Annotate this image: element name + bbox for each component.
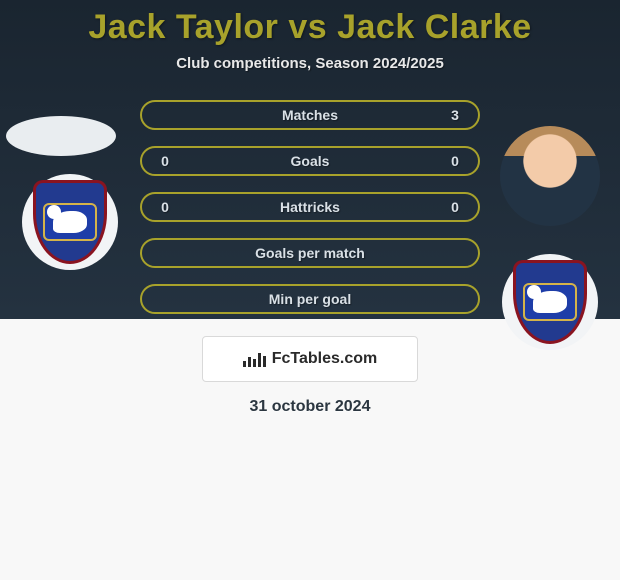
brand-badge[interactable]: FcTables.com [202,336,418,382]
brand-label: FcTables.com [272,350,378,368]
stat-label: Hattricks [174,199,446,215]
stat-left-value: 0 [156,153,174,169]
stat-right-value: 3 [446,107,464,123]
horse-icon [53,211,87,233]
stat-row: 0 Hattricks 0 [140,192,480,222]
chart-icon [243,351,266,367]
stat-label: Goals [174,153,446,169]
comparison-card: Jack Taylor vs Jack Clarke Club competit… [0,0,620,416]
stat-left-value: 0 [156,199,174,215]
stat-row: Min per goal [140,284,480,314]
stat-label: Goals per match [174,245,446,261]
stat-row: 0 Goals 0 [140,146,480,176]
shield-icon [33,180,107,264]
player-right-avatar [500,126,600,226]
stat-right-value: 0 [446,199,464,215]
player-left-avatar [6,116,116,156]
club-crest-left [22,174,118,270]
face-placeholder-icon [500,126,600,226]
date-label: 31 october 2024 [0,398,620,416]
shield-icon [513,260,587,344]
horse-icon [533,291,567,313]
subtitle: Club competitions, Season 2024/2025 [0,55,620,72]
stat-row: Goals per match [140,238,480,268]
club-crest-right [502,254,598,350]
page-title: Jack Taylor vs Jack Clarke [0,8,620,47]
stat-label: Matches [174,107,446,123]
stat-right-value: 0 [446,153,464,169]
stat-label: Min per goal [174,291,446,307]
stat-row: Matches 3 [140,100,480,130]
